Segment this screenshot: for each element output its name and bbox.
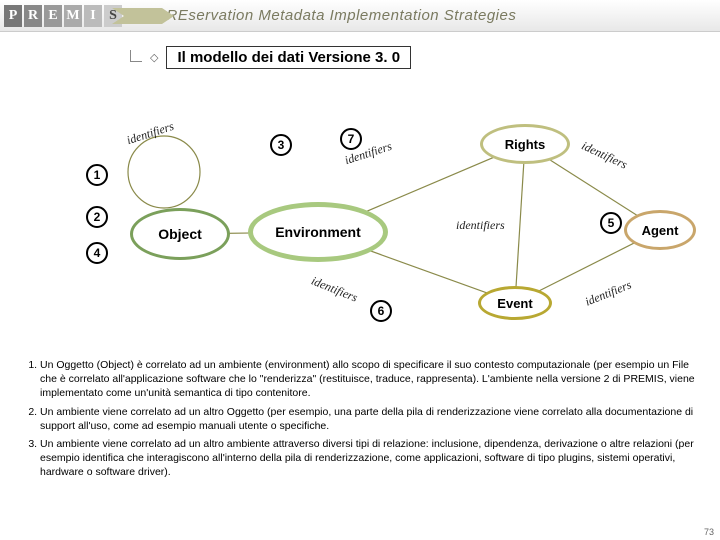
callout-badge-2: 2 xyxy=(86,206,108,228)
entity-label: Agent xyxy=(642,223,679,238)
entity-label: Rights xyxy=(505,137,545,152)
brand-logo: P R E M I S xyxy=(0,5,126,27)
edge-label: identifiers xyxy=(579,138,629,172)
crumb-line-icon xyxy=(130,50,142,62)
logo-letter: I xyxy=(84,5,102,27)
entity-label: Object xyxy=(158,226,202,242)
callout-badge-3: 3 xyxy=(270,134,292,156)
entity-rights: Rights xyxy=(480,124,570,164)
entity-agent: Agent xyxy=(624,210,696,250)
logo-letter: E xyxy=(44,5,62,27)
entity-environment: Environment xyxy=(248,202,388,262)
logo-letter: M xyxy=(64,5,82,27)
page-number: 73 xyxy=(704,527,714,537)
logo-letter: R xyxy=(24,5,42,27)
slide-title: Il modello dei dati Versione 3. 0 xyxy=(166,46,411,69)
explanation-item: Un Oggetto (Object) è correlato ad un am… xyxy=(40,358,702,401)
chevron-bar-icon xyxy=(112,4,182,28)
diamond-icon: ◇ xyxy=(150,51,158,64)
entity-object: Object xyxy=(130,208,230,260)
edge-label: identifiers xyxy=(125,119,176,148)
callout-badge-6: 6 xyxy=(370,300,392,322)
data-model-diagram: Object Environment Rights Event Agent 1 … xyxy=(0,90,720,350)
slide-title-crumb: ◇ Il modello dei dati Versione 3. 0 xyxy=(130,46,411,69)
callout-badge-5: 5 xyxy=(600,212,622,234)
edge-label: identifiers xyxy=(583,277,634,309)
edge-label: identifiers xyxy=(456,218,505,233)
edge-label: identifiers xyxy=(309,273,360,305)
logo-letter: P xyxy=(4,5,22,27)
brand-header: P R E M I S PREservation Metadata Implem… xyxy=(0,0,720,32)
explanation-list: Un Oggetto (Object) è correlato ad un am… xyxy=(22,358,702,483)
explanation-item: Un ambiente viene correlato ad un altro … xyxy=(40,437,702,480)
callout-badge-1: 1 xyxy=(86,164,108,186)
brand-tagline: PREservation Metadata Implementation Str… xyxy=(156,7,516,24)
entity-label: Environment xyxy=(275,224,361,240)
callout-badge-7: 7 xyxy=(340,128,362,150)
explanation-item: Un ambiente viene correlato ad un altro … xyxy=(40,405,702,433)
entity-label: Event xyxy=(497,296,532,311)
callout-badge-4: 4 xyxy=(86,242,108,264)
entity-event: Event xyxy=(478,286,552,320)
